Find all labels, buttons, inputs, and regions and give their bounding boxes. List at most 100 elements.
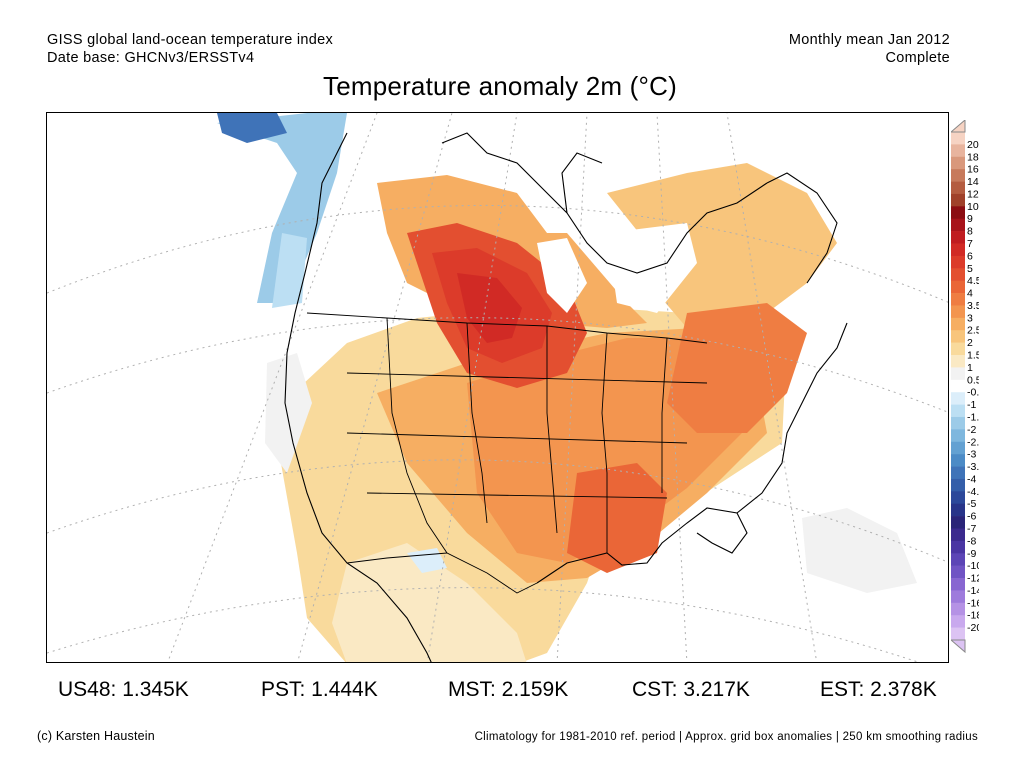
colorbar-swatch — [951, 206, 965, 220]
colorbar-swatch — [951, 268, 965, 281]
colorbar-label: -9 — [967, 548, 976, 560]
colorbar-swatch — [951, 404, 965, 418]
coastlines — [284, 132, 848, 662]
stat-mst: MST: 2.159K — [448, 678, 569, 701]
stat-est: EST: 2.378K — [820, 678, 937, 701]
colorbar-swatch — [951, 578, 965, 591]
colorbar-swatch — [951, 144, 965, 158]
colorbar-label: -1.5 — [967, 411, 979, 423]
colorbar-swatch — [951, 181, 965, 195]
colorbar-label: 9 — [967, 213, 973, 225]
colorbar-label: -14 — [967, 585, 979, 597]
colorbar-label: 2.5 — [967, 325, 979, 337]
colorbar-top-arrow — [951, 120, 966, 133]
colorbar-label: -5 — [967, 498, 976, 510]
colorbar-swatch — [951, 429, 965, 443]
colorbar-swatch — [951, 528, 965, 542]
colorbar-label: 6 — [967, 250, 973, 262]
colorbar-swatch — [951, 305, 965, 319]
stat-pst: PST: 1.444K — [261, 678, 378, 701]
colorbar-label: 12 — [967, 188, 979, 200]
colorbar-label: 4.5 — [967, 275, 979, 287]
colorbar-swatch — [951, 255, 965, 269]
colorbar-swatch — [951, 466, 965, 480]
colorbar-swatch — [951, 516, 965, 529]
data-base-label: Date base: GHCNv3/ERSSTv4 — [47, 50, 255, 66]
colorbar-swatch — [951, 169, 965, 182]
colorbar-swatch — [951, 231, 965, 244]
colorbar-label: -2.5 — [967, 436, 979, 448]
colorbar-swatch — [951, 280, 965, 294]
dataset-info: GISS global land-ocean temperature index… — [47, 31, 333, 67]
colorbar-label: 10 — [967, 201, 979, 213]
colorbar-swatch — [951, 355, 965, 368]
colorbar-label: 3 — [967, 312, 973, 324]
completeness-label: Complete — [885, 50, 950, 66]
colorbar-label: 16 — [967, 164, 979, 176]
stat-cst: CST: 3.217K — [632, 678, 750, 701]
missing-data — [265, 113, 917, 593]
colorbar-label: 1.5 — [967, 350, 979, 362]
colorbar-label: 0.5 — [967, 374, 979, 386]
colorbar-label: 8 — [967, 226, 973, 238]
colorbar-swatch — [951, 218, 965, 232]
colorbar-labels: 201816141210987654.543.532.521.510.5-0.5… — [967, 139, 979, 634]
colorbar-label: -6 — [967, 511, 976, 523]
colorbar-swatch — [951, 553, 965, 566]
anomaly-map-canvas — [47, 113, 948, 662]
colorbar-label: 2 — [967, 337, 973, 349]
colorbar-swatch — [951, 565, 965, 579]
colorbar-label: 1 — [967, 362, 973, 374]
colorbar-label: -0.5 — [967, 387, 979, 399]
methodology-note: Climatology for 1981-2010 ref. period | … — [474, 731, 978, 743]
colorbar-label: -18 — [967, 610, 979, 622]
colorbar-swatch — [951, 392, 965, 405]
colorbar: 201816141210987654.543.532.521.510.5-0.5… — [951, 120, 979, 654]
colorbar-label: 14 — [967, 176, 979, 188]
colorbar-label: 7 — [967, 238, 973, 250]
colorbar-label: -8 — [967, 535, 976, 547]
colorbar-swatch — [951, 478, 965, 492]
colorbar-label: -3 — [967, 449, 976, 461]
regional-stats: US48: 1.345K PST: 1.444K MST: 2.159K CST… — [0, 678, 1024, 706]
colorbar-label: 18 — [967, 151, 979, 163]
colorbar-label: -4 — [967, 473, 976, 485]
colorbar-swatch — [951, 503, 965, 517]
stat-us48: US48: 1.345K — [58, 678, 189, 701]
colorbar-label: 20 — [967, 139, 979, 151]
colorbar-swatch — [951, 540, 965, 554]
colorbar-label: -10 — [967, 560, 979, 572]
borders — [306, 312, 708, 594]
colorbar-swatch — [951, 416, 965, 430]
dataset-name: GISS global land-ocean temperature index — [47, 32, 334, 48]
period-info: Monthly mean Jan 2012 Complete — [789, 31, 950, 67]
colorbar-label: -20 — [967, 622, 979, 634]
colorbar-swatch — [951, 491, 965, 505]
graticule — [47, 113, 948, 662]
colorbar-swatch — [951, 590, 965, 604]
colorbar-swatch — [951, 454, 965, 467]
colorbar-label: -2 — [967, 424, 976, 436]
colorbar-swatch — [951, 293, 965, 306]
map-title: Temperature anomaly 2m (°C) — [323, 71, 677, 101]
colorbar-label: 5 — [967, 263, 973, 275]
colorbar-bottom-arrow — [951, 639, 966, 654]
colorbar-swatch — [951, 602, 965, 616]
colorbar-swatch — [951, 379, 965, 393]
colorbar-swatch — [951, 156, 965, 170]
anomaly-map — [46, 112, 949, 663]
colorbar-label: -12 — [967, 573, 979, 585]
colorbar-label: 4 — [967, 288, 973, 300]
colorbar-swatch — [951, 342, 965, 356]
colorbar-label: -16 — [967, 597, 979, 609]
colorbar-swatch — [951, 330, 965, 343]
colorbar-label: 3.5 — [967, 300, 979, 312]
colorbar-swatch — [951, 317, 965, 331]
colorbar-swatch — [951, 441, 965, 455]
colorbar-label: -1 — [967, 399, 976, 411]
colorbar-label: -3.5 — [967, 461, 979, 473]
colorbar-swatch — [951, 132, 965, 145]
credit-text: (c) Karsten Haustein — [37, 729, 155, 743]
colorbar-swatch — [951, 367, 965, 381]
colorbar-swatch — [951, 615, 965, 628]
